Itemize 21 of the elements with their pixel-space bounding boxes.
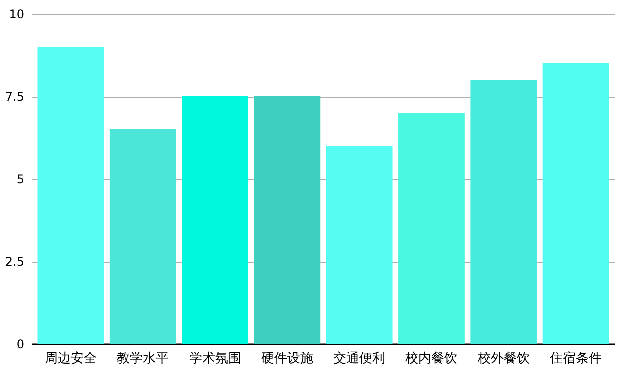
x-tick-label: 学术氛围 (189, 352, 242, 366)
bar (38, 47, 104, 344)
bar (542, 64, 610, 344)
bar (470, 80, 538, 344)
x-tick-label: 硬件设施 (261, 352, 314, 366)
y-tick-label: 5 (16, 172, 24, 186)
x-tick-label: 教学水平 (117, 352, 170, 366)
y-tick-label: 2.5 (5, 255, 24, 269)
x-tick-label: 校内餐饮 (404, 352, 458, 366)
bar (326, 146, 393, 344)
bar (110, 130, 176, 344)
bar (254, 96, 321, 344)
y-tick-label: 10 (9, 8, 24, 22)
bar (182, 96, 248, 344)
bar (398, 113, 465, 344)
x-tick-label: 交通便利 (334, 350, 386, 366)
x-tick-label: 周边安全 (44, 350, 97, 366)
y-tick-label: 7.5 (5, 90, 24, 104)
y-tick-label: 0 (16, 338, 24, 352)
x-tick-label: 住宿条件 (549, 350, 602, 366)
x-tick-label: 校外餐饮 (476, 352, 530, 366)
